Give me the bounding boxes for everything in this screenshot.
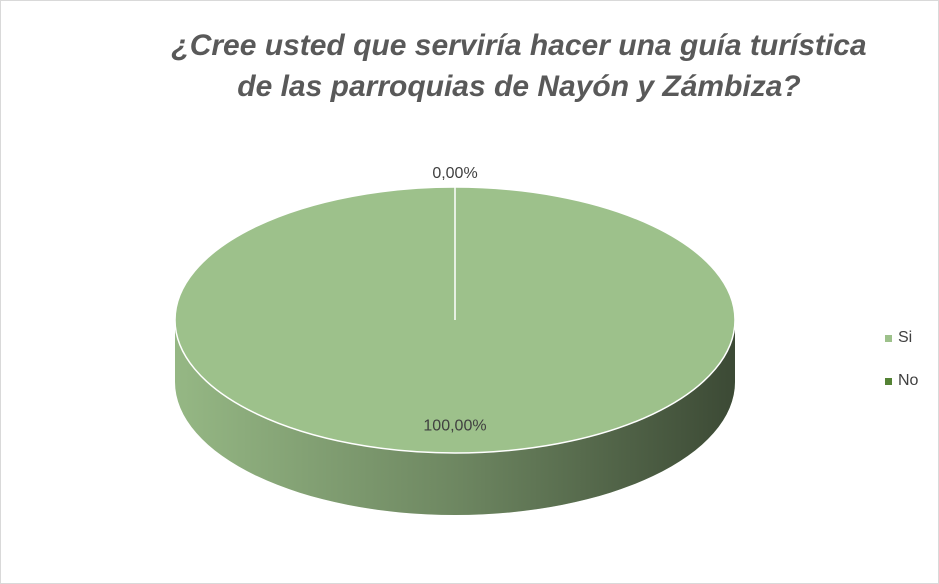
data-label: 0,00%	[432, 165, 477, 182]
legend-label: No	[898, 372, 919, 389]
legend-swatch	[885, 335, 892, 342]
pie-side-shade	[175, 320, 735, 515]
data-label: 100,00%	[423, 418, 486, 435]
legend-label: Si	[898, 329, 912, 346]
legend-swatch	[885, 378, 892, 385]
chart-title: ¿Cree usted que serviría hacer una guía …	[171, 29, 866, 62]
chart-title: de las parroquias de Nayón y Zámbiza?	[237, 70, 801, 103]
